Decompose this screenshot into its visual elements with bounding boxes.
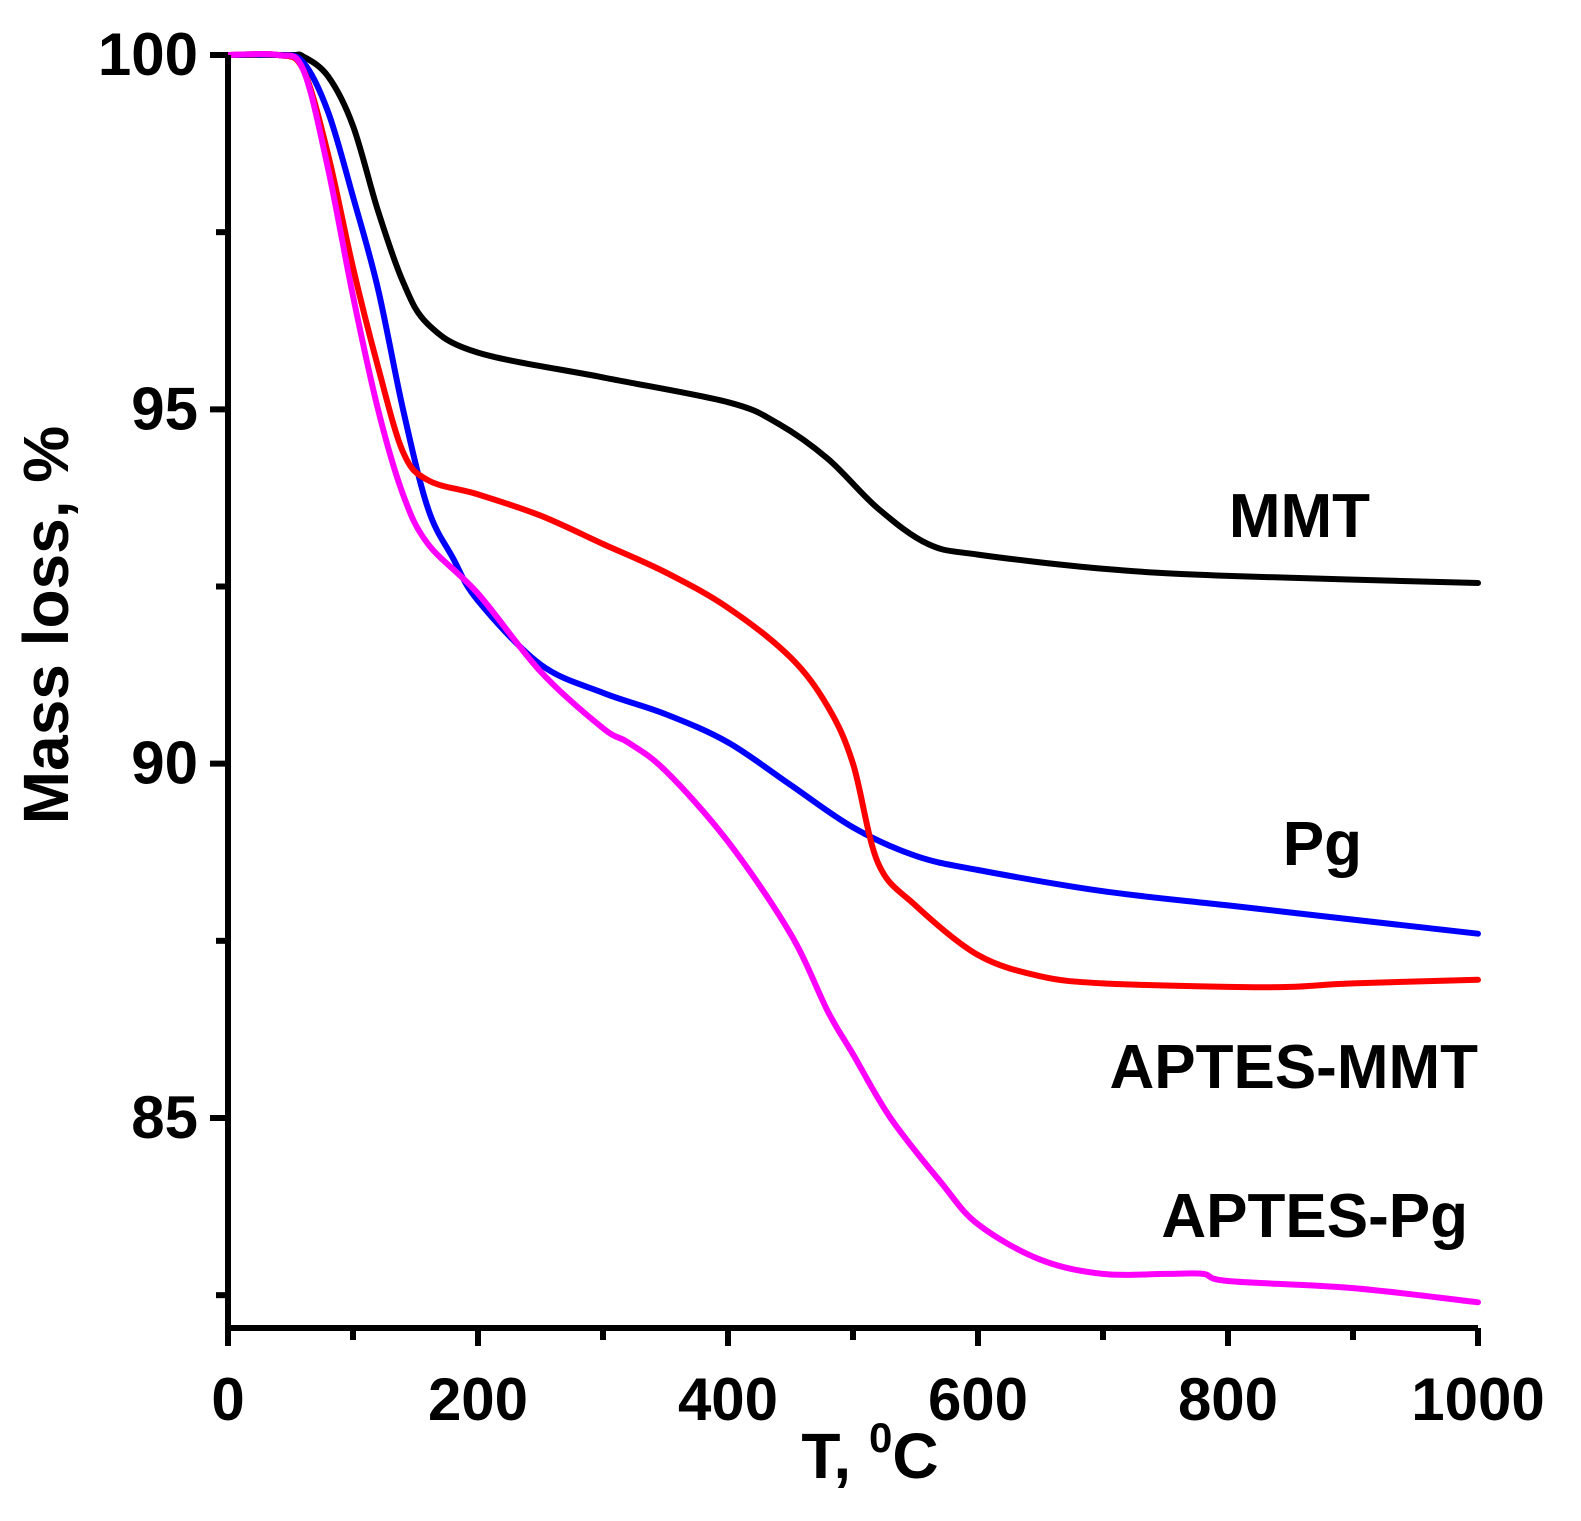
x-axis-title-superscript: 0 — [869, 1414, 892, 1461]
series-layer — [225, 50, 1481, 1306]
series-label-mmt: MMT — [1229, 482, 1370, 551]
tick-layer: 0 200 400 600 800 1000 85 90 95 100 — [98, 21, 1545, 1433]
series-line-mmt — [225, 51, 1481, 586]
series-label-aptes-pg: APTES-Pg — [1161, 1182, 1468, 1251]
y-axis-title: Mass loss, % — [10, 426, 82, 824]
x-axis-title-text: T, — [801, 1420, 869, 1492]
series-line-aptes-pg — [225, 50, 1481, 1306]
x-tick-label: 800 — [1178, 1366, 1278, 1433]
y-tick-label: 85 — [131, 1084, 198, 1151]
series-line-aptes-mmt — [225, 50, 1481, 991]
x-tick-label: 1000 — [1411, 1366, 1544, 1433]
series-label-aptes-mmt: APTES-MMT — [1109, 1033, 1478, 1102]
y-tick-label: 95 — [131, 375, 198, 442]
x-tick-label: 0 — [211, 1366, 244, 1433]
x-tick-label: 200 — [428, 1366, 528, 1433]
y-tick-label: 100 — [98, 21, 198, 88]
x-tick-label: 400 — [678, 1366, 778, 1433]
x-axis-title-unit: C — [892, 1420, 938, 1492]
series-label-pg: Pg — [1283, 810, 1362, 879]
y-tick-label: 90 — [131, 730, 198, 797]
x-axis-title: T, 0C — [801, 1414, 938, 1492]
series-line-pg — [225, 51, 1481, 937]
x-tick-label: 600 — [928, 1366, 1028, 1433]
